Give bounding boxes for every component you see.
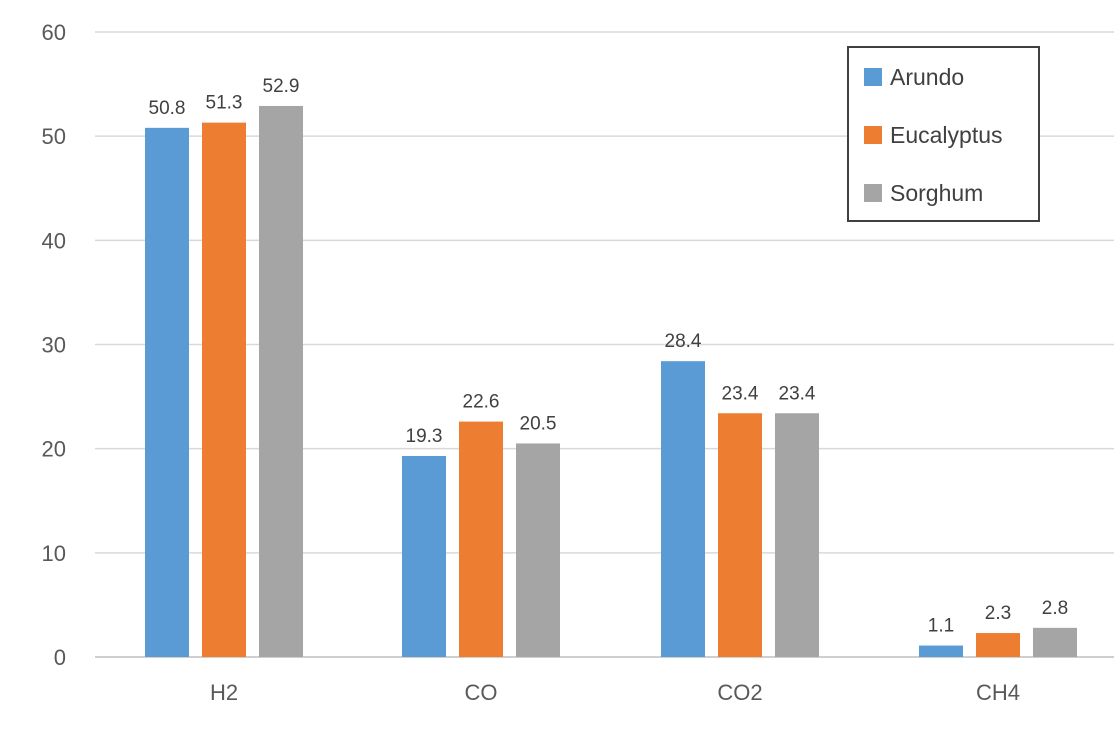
data-label: 2.3 xyxy=(985,603,1011,624)
data-label: 22.6 xyxy=(463,392,500,413)
y-tick-label: 60 xyxy=(42,20,66,45)
bar-eucalyptus-co2 xyxy=(718,413,762,657)
bar-sorghum-ch4 xyxy=(1033,627,1077,657)
data-labels: 50.8 19.3 28.4 1.1 51.3 22.6 23.4 2.3 52.9 20.5 23… xyxy=(149,76,1069,637)
x-axis: H2 CO CO2 CH4 xyxy=(210,680,1020,705)
data-label: 19.3 xyxy=(406,426,443,447)
bar-sorghum-h2 xyxy=(259,105,303,658)
x-tick-label: CO xyxy=(465,680,498,705)
legend-label: Eucalyptus xyxy=(890,122,1003,148)
y-axis: 0 10 20 30 40 50 60 xyxy=(42,20,66,670)
data-label: 28.4 xyxy=(665,331,702,352)
legend-swatch xyxy=(864,184,882,202)
data-label: 1.1 xyxy=(928,616,954,637)
y-tick-label: 40 xyxy=(42,228,66,253)
bar-arundo-co xyxy=(402,455,446,657)
data-label: 2.8 xyxy=(1042,598,1068,619)
data-label: 23.4 xyxy=(722,383,759,404)
legend-label: Arundo xyxy=(890,64,964,90)
y-tick-label: 30 xyxy=(42,333,66,358)
data-label: 23.4 xyxy=(779,383,816,404)
x-tick-label: CH4 xyxy=(976,680,1020,705)
data-label: 50.8 xyxy=(149,98,186,119)
bar-eucalyptus-co xyxy=(459,421,503,657)
bar-eucalyptus-h2 xyxy=(202,122,246,657)
bar-arundo-h2 xyxy=(145,127,189,658)
bar-sorghum-co xyxy=(516,443,560,657)
data-label: 20.5 xyxy=(520,413,557,434)
legend: Arundo Eucalyptus Sorghum xyxy=(847,46,1040,222)
legend-swatch xyxy=(864,126,882,144)
data-label: 52.9 xyxy=(263,76,300,97)
y-tick-label: 0 xyxy=(54,645,66,670)
y-tick-label: 10 xyxy=(42,541,66,566)
x-tick-label: CO2 xyxy=(717,680,762,705)
legend-swatch xyxy=(864,68,882,86)
bars xyxy=(145,105,1077,658)
bar-arundo-ch4 xyxy=(919,645,963,657)
y-tick-label: 20 xyxy=(42,437,66,462)
y-tick-label: 50 xyxy=(42,124,66,149)
bar-arundo-co2 xyxy=(661,361,705,657)
data-label: 51.3 xyxy=(206,93,243,114)
bar-eucalyptus-ch4 xyxy=(976,633,1020,657)
legend-label: Sorghum xyxy=(890,180,983,206)
x-tick-label: H2 xyxy=(210,680,238,705)
bar-sorghum-co2 xyxy=(775,413,819,657)
